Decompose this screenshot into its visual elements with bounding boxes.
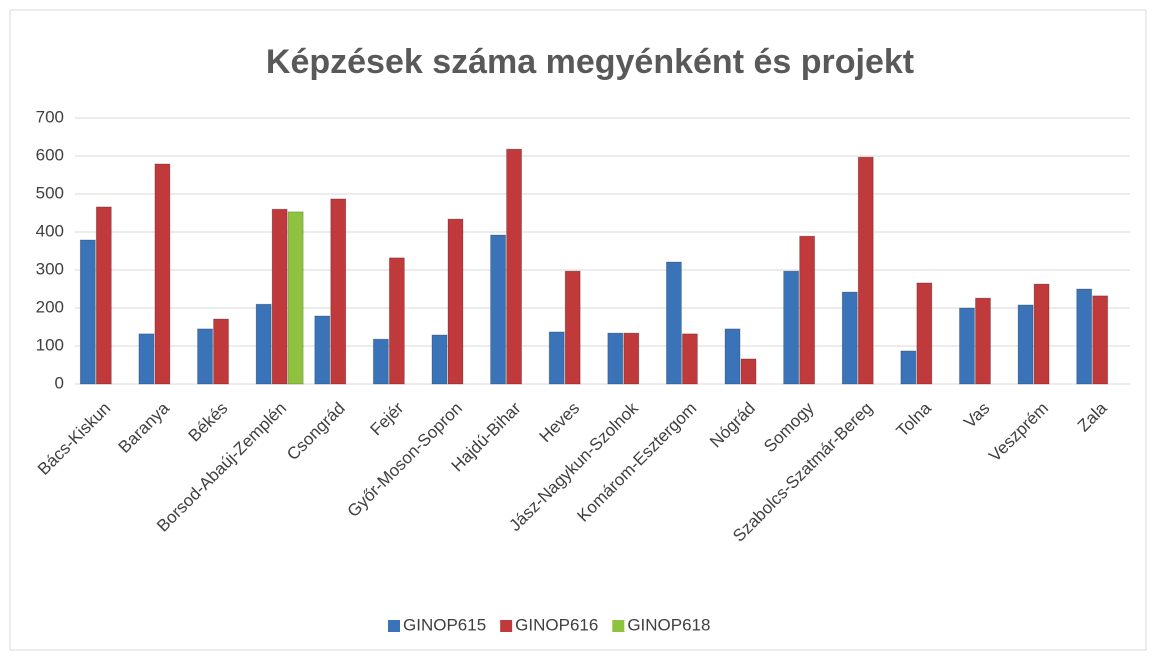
bar — [79, 239, 96, 385]
bar — [959, 307, 975, 385]
bar — [388, 257, 405, 385]
bar — [857, 156, 874, 385]
bar — [607, 332, 624, 385]
chart-title: Képzések száma megyénként és projekt — [266, 43, 914, 81]
bar — [564, 270, 581, 385]
bar — [197, 328, 213, 385]
y-tick-label: 0 — [55, 373, 64, 392]
bar — [841, 291, 858, 385]
y-tick-label: 500 — [36, 183, 64, 202]
y-tick-label: 300 — [36, 259, 64, 278]
bar — [1092, 295, 1109, 385]
bar — [900, 350, 917, 385]
bar — [506, 148, 522, 385]
bar — [447, 218, 464, 385]
y-tick-label: 100 — [36, 335, 64, 354]
bar — [287, 211, 304, 385]
bar — [548, 331, 565, 385]
legend-label: GINOP616 — [515, 615, 598, 634]
bar — [724, 328, 741, 385]
bar — [372, 338, 389, 385]
bar — [1017, 304, 1034, 385]
legend-swatch — [388, 620, 400, 632]
bar — [95, 206, 112, 385]
bar — [154, 163, 171, 385]
bar — [255, 303, 272, 385]
bar — [213, 318, 229, 385]
y-tick-label: 600 — [36, 145, 64, 164]
bar — [1076, 288, 1093, 385]
legend-swatch — [500, 620, 513, 632]
bar — [975, 297, 991, 385]
bar — [916, 282, 933, 385]
bar — [431, 334, 448, 385]
legend-swatch — [612, 620, 625, 632]
bar — [799, 235, 816, 385]
bar — [740, 358, 757, 385]
bar — [666, 261, 682, 385]
bar — [623, 332, 640, 385]
bar — [330, 198, 347, 385]
bar — [682, 333, 698, 385]
bar — [783, 270, 800, 385]
bar — [138, 333, 155, 385]
y-tick-label: 400 — [36, 221, 64, 240]
y-tick-label: 200 — [36, 297, 64, 316]
bar — [271, 208, 288, 385]
y-tick-label: 700 — [36, 107, 64, 126]
bar — [314, 315, 331, 385]
bar — [490, 234, 506, 385]
bar — [1033, 283, 1050, 385]
legend-label: GINOP615 — [403, 615, 486, 634]
legend-label: GINOP618 — [627, 615, 710, 634]
